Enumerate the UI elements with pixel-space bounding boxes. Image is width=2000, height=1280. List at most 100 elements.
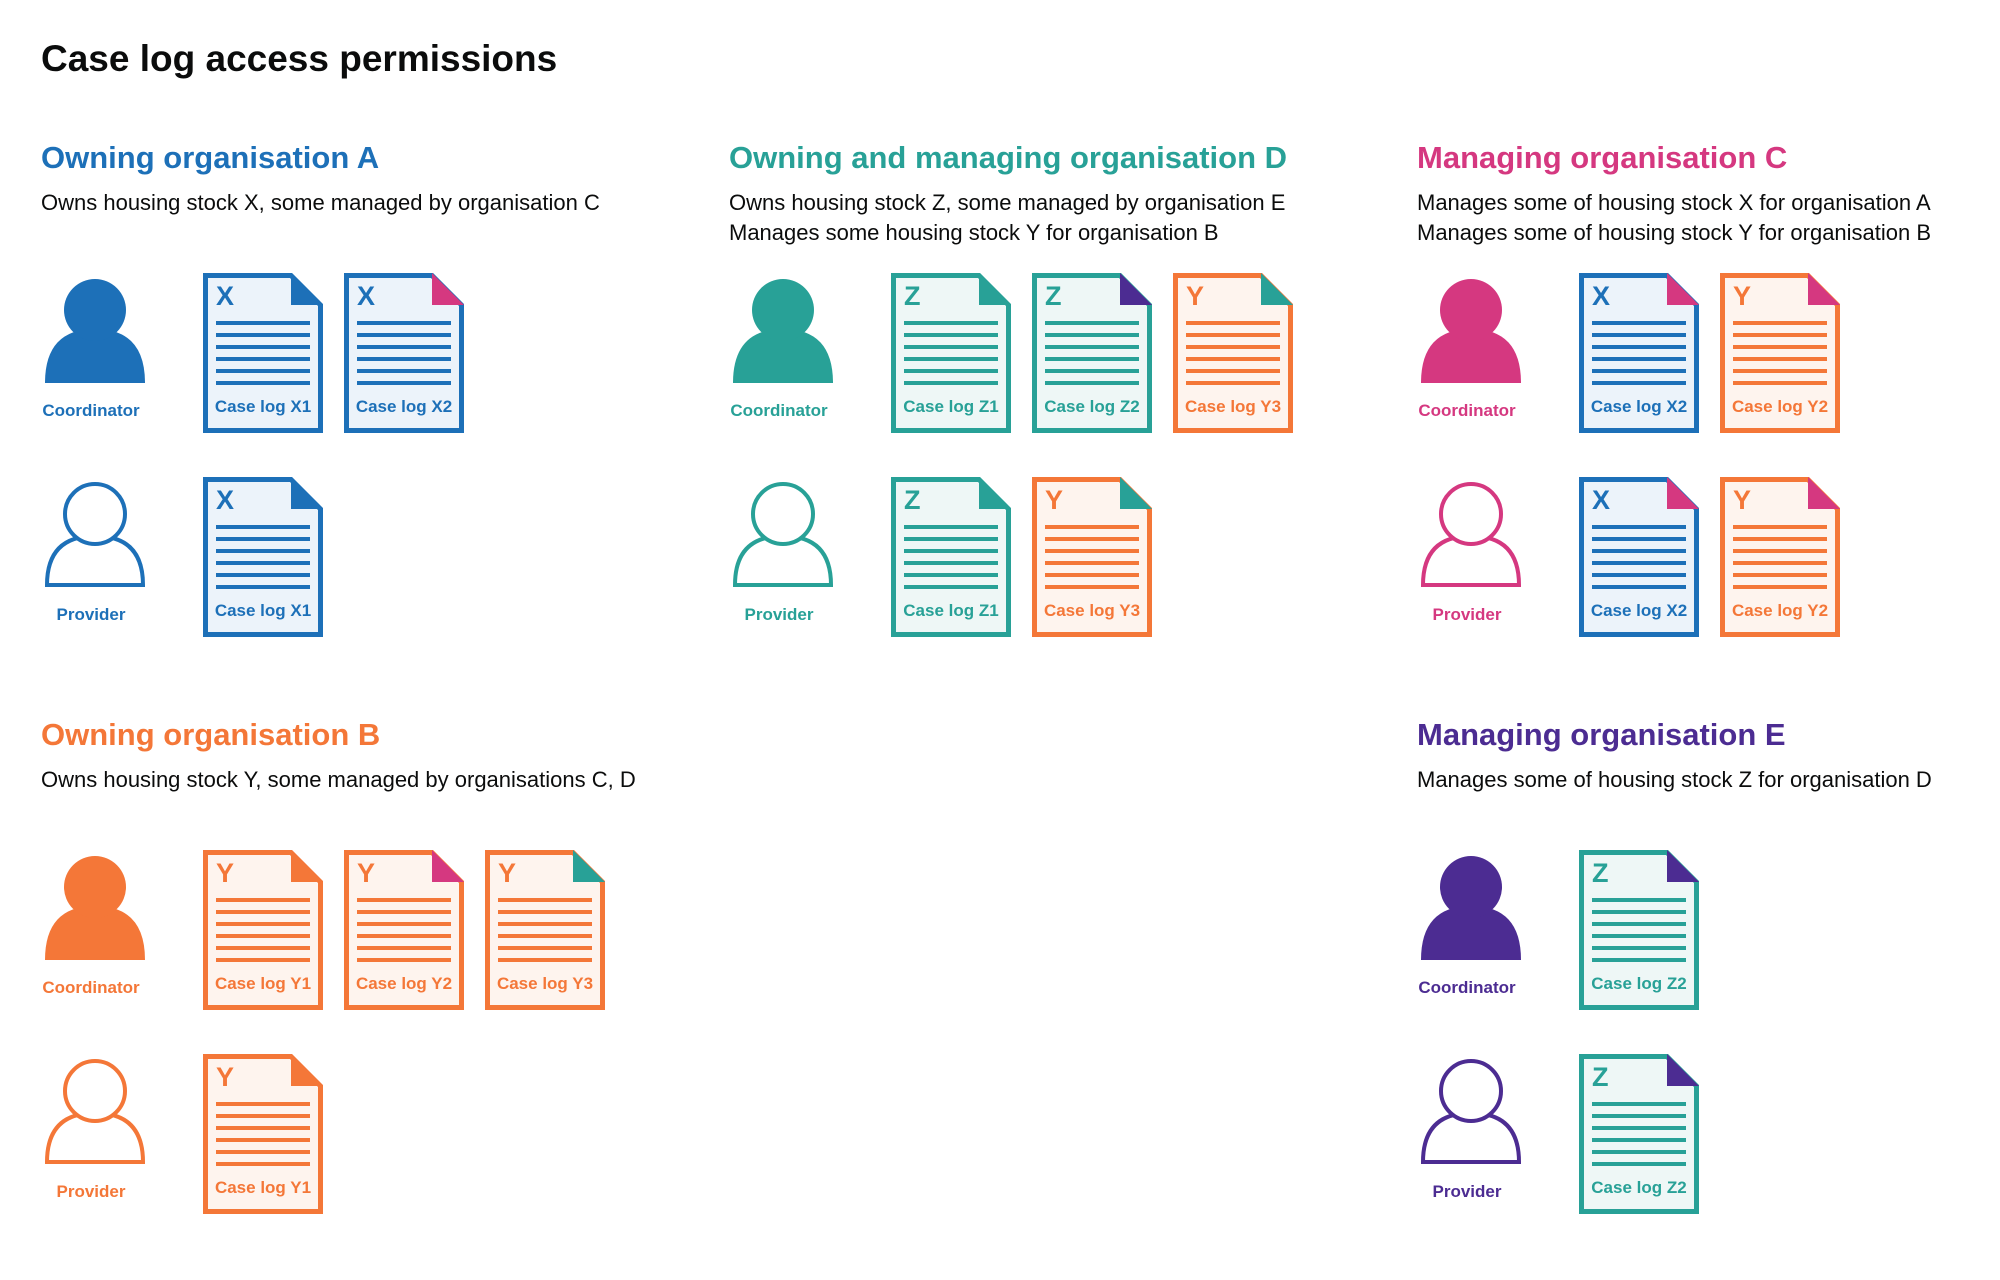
case-log-document[interactable]: X Case log X2 [1579, 273, 1699, 433]
case-log-label: Case log X1 [214, 601, 312, 620]
stock-letter: Y [357, 858, 376, 888]
org-section-b: Owning organisation B Owns housing stock … [41, 717, 681, 1277]
case-log-document[interactable]: Y Case log Y3 [485, 850, 605, 1010]
description-line: Manages some of housing stock X for orga… [1417, 190, 1931, 215]
case-log-label: Case log Z2 [1591, 974, 1687, 993]
person-outline-icon [1421, 1058, 1521, 1164]
case-log-document[interactable]: Y Case log Y2 [1720, 477, 1840, 637]
role-label: Coordinator [730, 401, 828, 420]
case-log-document[interactable]: X Case log X2 [1579, 477, 1699, 637]
corner-fold-icon [1808, 477, 1840, 509]
case-log-document[interactable]: X Case log X1 [203, 477, 323, 637]
case-log-label: Case log Y2 [1731, 397, 1829, 416]
person-outline-icon [45, 481, 145, 587]
description-line: Manages some of housing stock Z for orga… [1417, 767, 1932, 792]
case-log-document[interactable]: Y Case log Y1 [203, 850, 323, 1010]
org-title: Owning and managing organisation D [729, 140, 1288, 175]
corner-fold-icon [1808, 273, 1840, 305]
case-log-label: Case log Y3 [1043, 601, 1141, 620]
page-title: Case log access permissions [41, 38, 558, 79]
case-log-document[interactable]: Z Case log Z2 [1032, 273, 1152, 433]
role-label: Coordinator [1418, 978, 1516, 997]
role-row-coordinator: Coordinator X Case log X1 X Case log X2 [41, 273, 681, 443]
corner-fold-icon [979, 477, 1011, 509]
stock-letter: X [1592, 485, 1611, 515]
description-line: Owns housing stock Y, some managed by or… [41, 767, 636, 792]
case-log-label: Case log Z1 [903, 397, 999, 416]
role-label: Provider [56, 605, 126, 624]
description-line: Manages some of housing stock Y for orga… [1417, 220, 1932, 245]
person-filled-icon [45, 854, 145, 960]
corner-fold-icon [1667, 477, 1699, 509]
org-description: Manages some of housing stock Z for orga… [1417, 765, 1932, 795]
case-log-document[interactable]: Z Case log Z1 [891, 477, 1011, 637]
stock-letter: Y [216, 1062, 235, 1092]
stock-letter: Z [904, 281, 921, 311]
case-log-label: Case log Y1 [214, 1178, 312, 1197]
org-description: Owns housing stock X, some managed by or… [41, 188, 600, 218]
org-title: Managing organisation E [1417, 717, 1786, 752]
corner-fold-icon [1261, 273, 1293, 305]
corner-fold-icon [291, 1054, 323, 1086]
corner-fold-icon [1667, 273, 1699, 305]
role-row-coordinator: Coordinator Z Case log Z1 Z Case log Z2 Y Case… [729, 273, 1369, 443]
case-log-label: Case log X2 [1590, 397, 1688, 416]
description-line: Manages some housing stock Y for organis… [729, 220, 1219, 245]
case-log-document[interactable]: X Case log X1 [203, 273, 323, 433]
corner-fold-icon [291, 477, 323, 509]
org-description: Manages some of housing stock X for orga… [1417, 188, 1931, 248]
case-log-label: Case log Z1 [903, 601, 999, 620]
stock-letter: Y [498, 858, 517, 888]
case-log-document[interactable]: Y Case log Y3 [1032, 477, 1152, 637]
role-row-provider: Provider Z Case log Z2 [1417, 1054, 2000, 1224]
org-section-e: Managing organisation E Manages some of h… [1417, 717, 2000, 1277]
stock-letter: X [216, 281, 235, 311]
role-label: Provider [56, 1182, 126, 1201]
stock-letter: X [357, 281, 376, 311]
person-filled-icon [1421, 277, 1521, 383]
description-line: Owns housing stock Z, some managed by or… [729, 190, 1286, 215]
org-title: Owning organisation B [41, 717, 381, 752]
case-log-document[interactable]: X Case log X2 [344, 273, 464, 433]
stock-letter: Y [1733, 485, 1752, 515]
case-log-document[interactable]: Y Case log Y3 [1173, 273, 1293, 433]
stock-letter: Z [904, 485, 921, 515]
org-section-c: Managing organisation C Manages some of h… [1417, 140, 2000, 700]
role-row-coordinator: Coordinator Y Case log Y1 Y Case log Y2 Y Case… [41, 850, 681, 1020]
role-label: Coordinator [42, 978, 140, 997]
stock-letter: Y [1733, 281, 1752, 311]
person-outline-icon [45, 1058, 145, 1164]
corner-fold-icon [1120, 477, 1152, 509]
role-label: Provider [744, 605, 814, 624]
case-log-label: Case log X1 [214, 397, 312, 416]
role-row-provider: Provider X Case log X1 [41, 477, 681, 647]
stock-letter: Z [1045, 281, 1062, 311]
case-log-label: Case log Z2 [1044, 397, 1140, 416]
role-row-provider: Provider X Case log X2 Y Case log Y2 [1417, 477, 2000, 647]
person-filled-icon [45, 277, 145, 383]
stock-letter: Y [1045, 485, 1064, 515]
case-log-document[interactable]: Y Case log Y2 [344, 850, 464, 1010]
case-log-document[interactable]: Y Case log Y1 [203, 1054, 323, 1214]
case-log-document[interactable]: Z Case log Z2 [1579, 850, 1699, 1010]
role-label: Provider [1432, 605, 1502, 624]
person-outline-icon [1421, 481, 1521, 587]
case-log-label: Case log Y1 [214, 974, 312, 993]
corner-fold-icon [432, 273, 464, 305]
corner-fold-icon [1667, 850, 1699, 882]
role-label: Coordinator [42, 401, 140, 420]
case-log-document[interactable]: Z Case log Z1 [891, 273, 1011, 433]
org-title: Owning organisation A [41, 140, 380, 175]
corner-fold-icon [432, 850, 464, 882]
stock-letter: Y [216, 858, 235, 888]
corner-fold-icon [573, 850, 605, 882]
org-title: Managing organisation C [1417, 140, 1788, 175]
stock-letter: Z [1592, 1062, 1609, 1092]
role-row-provider: Provider Y Case log Y1 [41, 1054, 681, 1224]
org-description: Owns housing stock Y, some managed by or… [41, 765, 636, 795]
corner-fold-icon [979, 273, 1011, 305]
case-log-label: Case log Y2 [1731, 601, 1829, 620]
case-log-document[interactable]: Z Case log Z2 [1579, 1054, 1699, 1214]
case-log-document[interactable]: Y Case log Y2 [1720, 273, 1840, 433]
role-label: Coordinator [1418, 401, 1516, 420]
